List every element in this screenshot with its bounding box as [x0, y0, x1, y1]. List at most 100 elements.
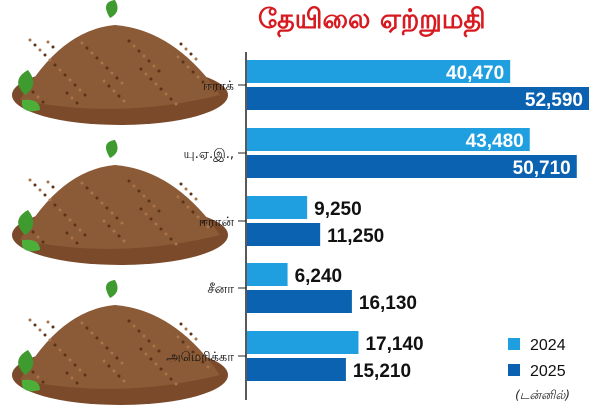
tea-grain: [65, 231, 69, 235]
tea-grain: [186, 65, 190, 69]
tea-grain: [70, 376, 74, 380]
category-label: யு.ஏ.இ.,: [184, 147, 234, 162]
tea-grain: [179, 42, 183, 46]
bar-2025: [247, 358, 346, 381]
leaf-icon: [21, 99, 40, 112]
tea-grain: [186, 205, 190, 209]
tea-grain: [80, 41, 84, 45]
tea-grain: [159, 367, 163, 371]
legend-swatch: [508, 364, 520, 376]
tea-grain: [120, 221, 124, 225]
tea-grain: [196, 355, 200, 359]
tea-grain: [184, 187, 188, 191]
tea-grain: [191, 210, 195, 214]
tea-grain: [46, 40, 50, 44]
category-label: சீனா: [207, 282, 234, 297]
tea-grain: [110, 71, 114, 75]
tea-grain: [147, 59, 151, 63]
tea-grain: [169, 377, 173, 381]
tea-grain: [132, 324, 136, 328]
tea-grain: [112, 89, 116, 93]
tea-grain: [85, 326, 89, 330]
tea-grain: [83, 93, 87, 97]
tea-grain: [157, 209, 161, 213]
tea-grain: [132, 184, 136, 188]
tea-grain: [105, 66, 109, 70]
tea-grain: [90, 51, 94, 55]
bar-2025: [247, 155, 577, 178]
tea-grain: [100, 201, 104, 205]
tea-grain: [144, 352, 148, 356]
tea-grain: [80, 181, 84, 185]
tea-grain: [68, 78, 72, 82]
tea-grain: [110, 211, 114, 215]
tea-grain: [206, 365, 210, 369]
tea-grain: [184, 327, 188, 331]
tea-grain: [95, 196, 99, 200]
tea-grain: [38, 188, 42, 192]
tea-grain: [80, 321, 84, 325]
tea-grain: [120, 81, 124, 85]
tea-grain: [122, 239, 126, 243]
tea-grain: [157, 349, 161, 353]
tea-grain: [38, 328, 42, 332]
tea-grain: [78, 368, 82, 372]
tea-grain: [58, 348, 62, 352]
tea-grain: [65, 371, 69, 375]
tea-grain: [58, 68, 62, 72]
tea-grain: [115, 76, 119, 80]
tea-grain: [36, 235, 40, 239]
tea-grain: [102, 219, 106, 223]
category-label: ஈரான்: [199, 215, 235, 230]
tea-grain: [63, 73, 67, 77]
tea-grain: [36, 95, 40, 99]
bar-2025: [247, 290, 352, 313]
category-label: ஈராக்: [203, 79, 234, 94]
unit-note: (டன்னில்): [515, 388, 570, 402]
tea-grain: [122, 379, 126, 383]
tea-grain: [164, 92, 168, 96]
legend-label: 2025: [530, 363, 566, 380]
tea-grain: [105, 346, 109, 350]
bar-2024: [247, 60, 511, 83]
tea-grain: [149, 357, 153, 361]
tea-grain: [152, 344, 156, 348]
tea-grain: [184, 47, 188, 51]
tea-pile-image: [12, 0, 228, 125]
tea-grain: [58, 208, 62, 212]
tea-pile-image: [12, 140, 228, 265]
value-label: 11,250: [327, 226, 384, 247]
tea-grain: [159, 227, 163, 231]
tea-grain: [68, 218, 72, 222]
tea-grain: [132, 44, 136, 48]
tea-grain: [75, 381, 79, 385]
tea-pile: [20, 165, 220, 249]
tea-grain: [48, 338, 52, 342]
tea-grain: [95, 56, 99, 60]
tea-grain: [176, 55, 180, 59]
bar-2024: [247, 196, 308, 219]
tea-grain: [196, 215, 200, 219]
tea-grain: [31, 90, 35, 94]
tea-grain: [48, 198, 52, 202]
tea-grain: [142, 54, 146, 58]
tea-grain: [174, 242, 178, 246]
tea-grain: [194, 197, 198, 201]
tea-grain: [63, 353, 67, 357]
tea-grain: [41, 240, 45, 244]
tea-grain: [95, 336, 99, 340]
leaf-icon: [106, 140, 118, 158]
tea-grain: [169, 97, 173, 101]
tea-grain: [127, 319, 131, 323]
tea-grain: [122, 99, 126, 103]
tea-grain: [137, 49, 141, 53]
tea-grain: [31, 230, 35, 234]
tea-grain: [112, 369, 116, 373]
tea-grain: [53, 63, 57, 67]
tea-grain: [181, 340, 185, 344]
tea-grain: [174, 102, 178, 106]
tea-grain: [139, 207, 143, 211]
tea-grain: [117, 94, 121, 98]
tea-grain: [142, 194, 146, 198]
leaf-icon: [106, 0, 118, 18]
